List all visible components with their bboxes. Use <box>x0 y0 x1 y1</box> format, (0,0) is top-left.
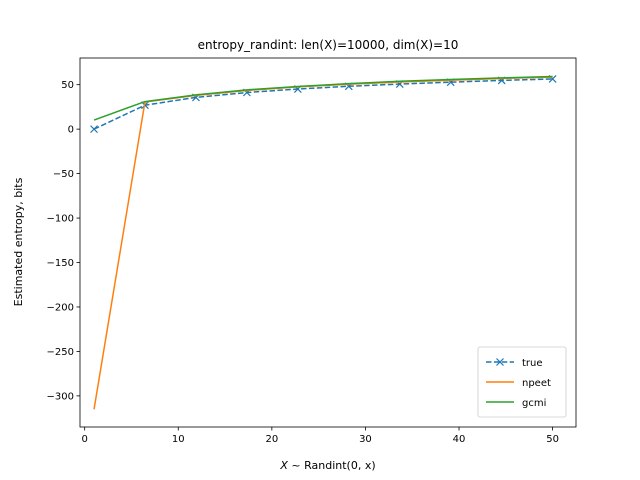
x-tick-label: 10 <box>172 434 185 445</box>
y-tick-label: −200 <box>47 302 74 313</box>
series-line-true <box>93 78 553 130</box>
marker-stroke <box>90 125 98 134</box>
x-axis-label: X ~ Randint(0, x) <box>279 459 375 472</box>
x-axis-label-distribution: ~ Randint(0, x) <box>288 459 376 472</box>
x-tick-label: 20 <box>265 434 278 445</box>
y-tick-label: −100 <box>47 214 74 225</box>
y-tick-label: −150 <box>47 258 74 269</box>
y-tick-label: 50 <box>61 80 74 91</box>
y-tick-label: −250 <box>47 347 74 358</box>
x-tick-label: 0 <box>81 434 87 445</box>
marker-stroke <box>548 75 557 83</box>
y-tick-label: 0 <box>68 125 74 136</box>
y-tick-label: −300 <box>47 391 74 402</box>
x-tick-label: 50 <box>546 434 559 445</box>
legend-box <box>477 346 567 418</box>
x-axis-label-variable: X <box>279 459 288 472</box>
series-line-gcmi <box>93 75 553 121</box>
x-tick-label: 30 <box>359 434 372 445</box>
chart-title: entropy_randint: len(X)=10000, dim(X)=10 <box>198 38 459 52</box>
plot-area <box>90 75 557 410</box>
legend: true npeet gcmi <box>477 346 567 418</box>
legend-marker-true <box>496 358 504 366</box>
axis-ticks: 0 10 20 30 40 50 50 0 −50 −100 −150 −200 −250 −300 <box>47 80 559 445</box>
y-axis-label: Estimated entropy, bits <box>12 177 25 306</box>
series-marker-true-0 <box>90 125 98 134</box>
axes-frame <box>79 57 577 428</box>
legend-label-gcmi: gcmi <box>522 398 546 409</box>
legend-label-npeet: npeet <box>522 378 551 389</box>
y-tick-label: −50 <box>53 169 74 180</box>
legend-label-true: true <box>522 358 543 369</box>
x-tick-label: 40 <box>453 434 466 445</box>
